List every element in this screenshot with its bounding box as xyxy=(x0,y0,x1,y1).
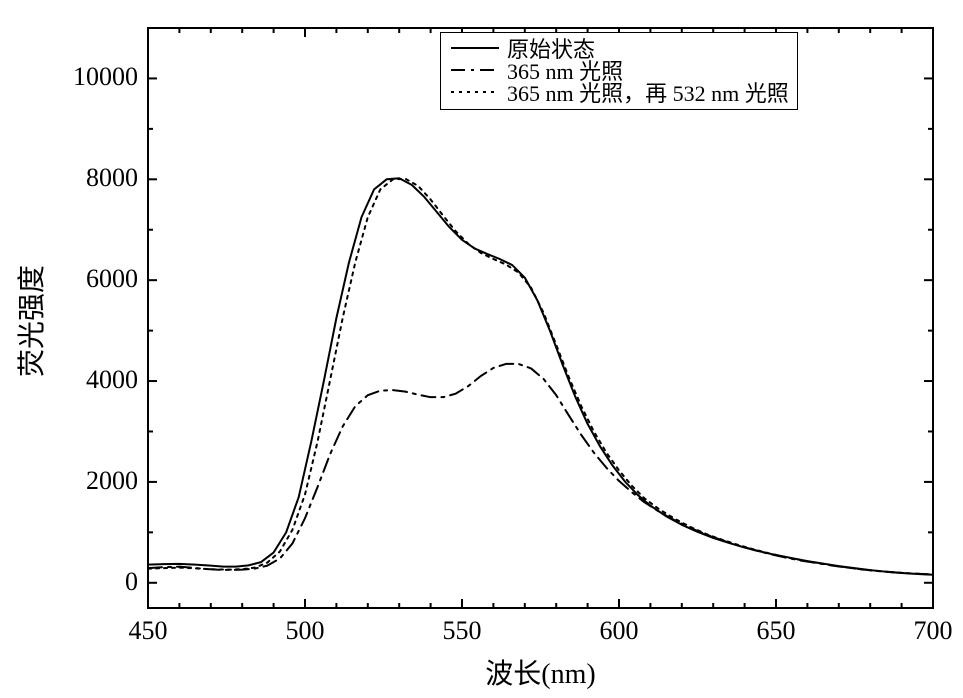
y-tick-label: 2000 xyxy=(86,466,138,496)
y-tick-label: 10000 xyxy=(73,62,138,92)
legend: 原始状态365 nm 光照365 nm 光照，再 532 nm 光照 xyxy=(440,32,798,110)
y-tick-label: 4000 xyxy=(86,365,138,395)
x-tick-label: 500 xyxy=(275,616,335,646)
x-tick-label: 700 xyxy=(903,616,963,646)
y-tick-label: 8000 xyxy=(86,163,138,193)
legend-swatch xyxy=(449,81,501,103)
series-line xyxy=(148,364,933,575)
x-tick-label: 600 xyxy=(589,616,649,646)
y-axis-label: 荧光强度 xyxy=(10,221,50,421)
series-line xyxy=(148,178,933,574)
x-tick-label: 450 xyxy=(118,616,178,646)
legend-swatch xyxy=(449,59,501,81)
legend-item: 365 nm 光照，再 532 nm 光照 xyxy=(449,81,789,103)
series-line xyxy=(148,179,933,575)
x-tick-label: 550 xyxy=(432,616,492,646)
x-tick-label: 650 xyxy=(746,616,806,646)
legend-label: 365 nm 光照，再 532 nm 光照 xyxy=(507,76,789,108)
chart-container: 波长(nm) 荧光强度 原始状态365 nm 光照365 nm 光照，再 532… xyxy=(0,0,963,698)
y-tick-label: 6000 xyxy=(86,264,138,294)
y-tick-label: 0 xyxy=(125,567,138,597)
x-axis-label: 波长(nm) xyxy=(441,652,641,692)
legend-swatch xyxy=(449,37,501,59)
